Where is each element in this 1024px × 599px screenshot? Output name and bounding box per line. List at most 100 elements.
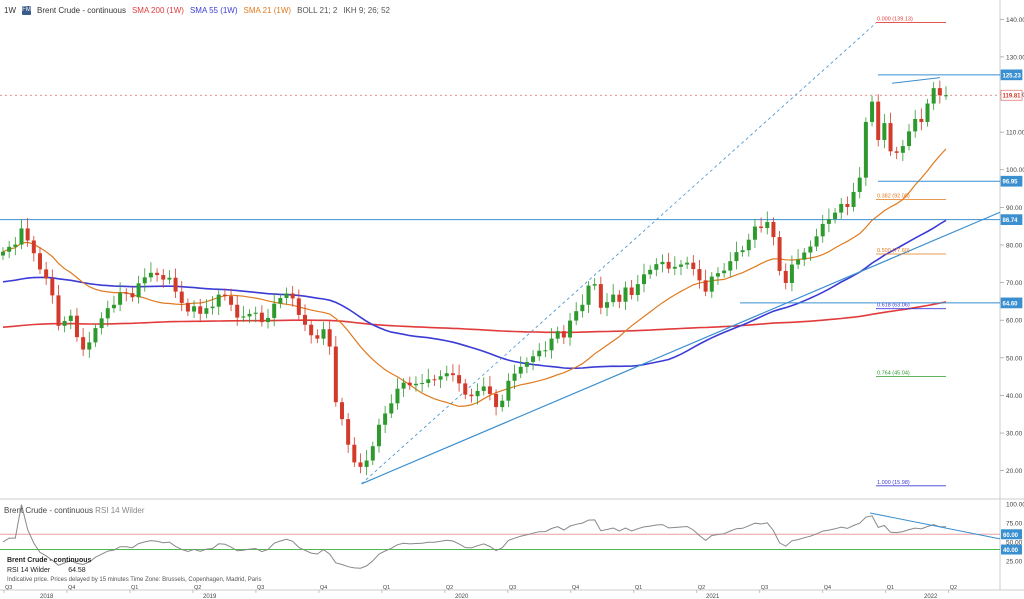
candle-body [765,222,770,229]
rsi-legend: Brent Crude - continuous RSI 14 Wilder 6… [7,556,91,576]
candle-body [56,295,61,326]
fib-level-label: 0.000 (139.13) [877,17,913,23]
candle-body [229,296,234,305]
quarter-label: Q2 [950,585,957,591]
price-tag [1000,297,1023,309]
candle-body [370,446,375,461]
candle-body [734,252,739,262]
candle-body [13,244,18,247]
candle-body [346,419,351,445]
candle-body [623,287,628,302]
candle-body [783,270,788,283]
year-label: 2022 [924,594,938,599]
candle-body [50,278,55,296]
price-tick-label: 60.00 [1006,318,1023,325]
price-tick-label: 90.00 [1006,205,1023,212]
candle-body [450,373,455,376]
quarter-label: Q1 [383,585,390,591]
price-tick-label: 130.00 [1006,54,1024,61]
sma21-label[interactable]: SMA 21 (1W) [243,5,292,15]
delay-note: Indicative price. Prices delayed by 15 m… [7,577,262,583]
candle-body [278,298,283,304]
candle-body [266,317,271,323]
instrument-name[interactable]: Brent Crude - continuous [37,5,126,15]
sma55-label[interactable]: SMA 55 (1W) [189,5,238,15]
candle-body [919,118,924,122]
candle-body [161,275,166,280]
price-tag [1000,89,1023,101]
quarter-label: Q3 [257,585,264,591]
candle-body [259,312,264,323]
boll-label[interactable]: BOLL 21; 2 [297,5,338,15]
candle-body [672,266,677,269]
candle-body [290,293,295,299]
sma200-label[interactable]: SMA 200 (1W) [131,5,184,15]
candle-body [339,402,344,420]
sma21-line [2,148,947,408]
quarter-label: Q1 [635,585,642,591]
candle-body [574,311,579,321]
candle-body [87,342,92,350]
candle-body [487,386,492,394]
candle-body [592,284,597,286]
candle-body [531,356,536,362]
candle-body [173,277,178,292]
candle-body [752,226,757,240]
quarter-label: Q2 [194,585,201,591]
candle-body [105,308,110,319]
candle-body [512,373,517,381]
candle-body [327,329,332,347]
fib-level-label: 1.000 (15.98) [877,480,910,486]
candle-body [142,277,147,284]
candle-body [913,118,918,132]
candle-body [148,272,153,278]
candle-body [395,388,400,404]
price-tick-label: 20.00 [1006,468,1023,475]
price-tick-label: 50.00 [1006,355,1023,362]
candle-body [284,293,289,299]
fib-level-label: 0.618 (63.06) [877,303,910,309]
year-label: 2020 [455,594,469,599]
candle-body [1,251,5,256]
candle-body [771,222,776,238]
rsi-indicator-name[interactable]: RSI 14 Wilder [95,506,145,515]
quarter-label: Q4 [824,585,831,591]
candle-body [611,294,616,303]
candle-body [407,382,412,386]
ikh-label[interactable]: IKH 9; 26; 52 [343,5,390,15]
rsi-legend-value: 64.58 [68,567,86,574]
candle-body [722,270,727,274]
candle-body [691,262,696,270]
candle-body [333,346,338,403]
price-tick-label: 100.00 [1006,167,1024,174]
candle-body [438,376,443,380]
candle-body [413,383,418,386]
candle-body [118,292,123,305]
candle-body [420,383,425,385]
candle-body [518,366,523,374]
candle-body [796,259,801,265]
rsi-plot-layer [0,504,1001,569]
candle-body [303,314,308,325]
candle-body [25,228,30,241]
candle-body [851,191,856,207]
candle-body [598,284,603,308]
rsi-instrument: Brent Crude - continuous [4,506,93,515]
price-tick-label: 80.00 [1006,242,1023,249]
price-tick-label: 30.00 [1006,431,1023,438]
quarter-label: Q2 [446,585,453,591]
price-tag [1000,69,1023,81]
candle-body [900,146,905,153]
candle-body [709,276,714,292]
candle-body [31,240,36,254]
candle-body [605,302,610,308]
candle-body [617,294,622,302]
quarter-label: Q2 [698,585,705,591]
price-tag [1000,214,1023,225]
timeframe-label[interactable]: 1W [4,5,16,15]
candle-body [802,252,807,260]
candle-body [124,292,129,294]
rsi-level-tag-label: 40.00 [1003,548,1019,554]
